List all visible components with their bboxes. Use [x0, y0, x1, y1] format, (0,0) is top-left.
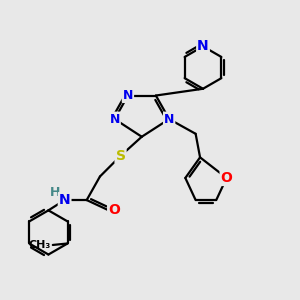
Text: O: O — [108, 203, 120, 218]
Text: O: O — [220, 171, 232, 185]
Text: H: H — [50, 186, 60, 199]
Text: N: N — [59, 193, 70, 207]
Text: N: N — [110, 112, 120, 126]
Text: CH₃: CH₃ — [28, 240, 50, 250]
Text: N: N — [123, 89, 133, 102]
Text: S: S — [116, 149, 126, 163]
Text: N: N — [164, 112, 174, 126]
Text: N: N — [197, 39, 209, 53]
